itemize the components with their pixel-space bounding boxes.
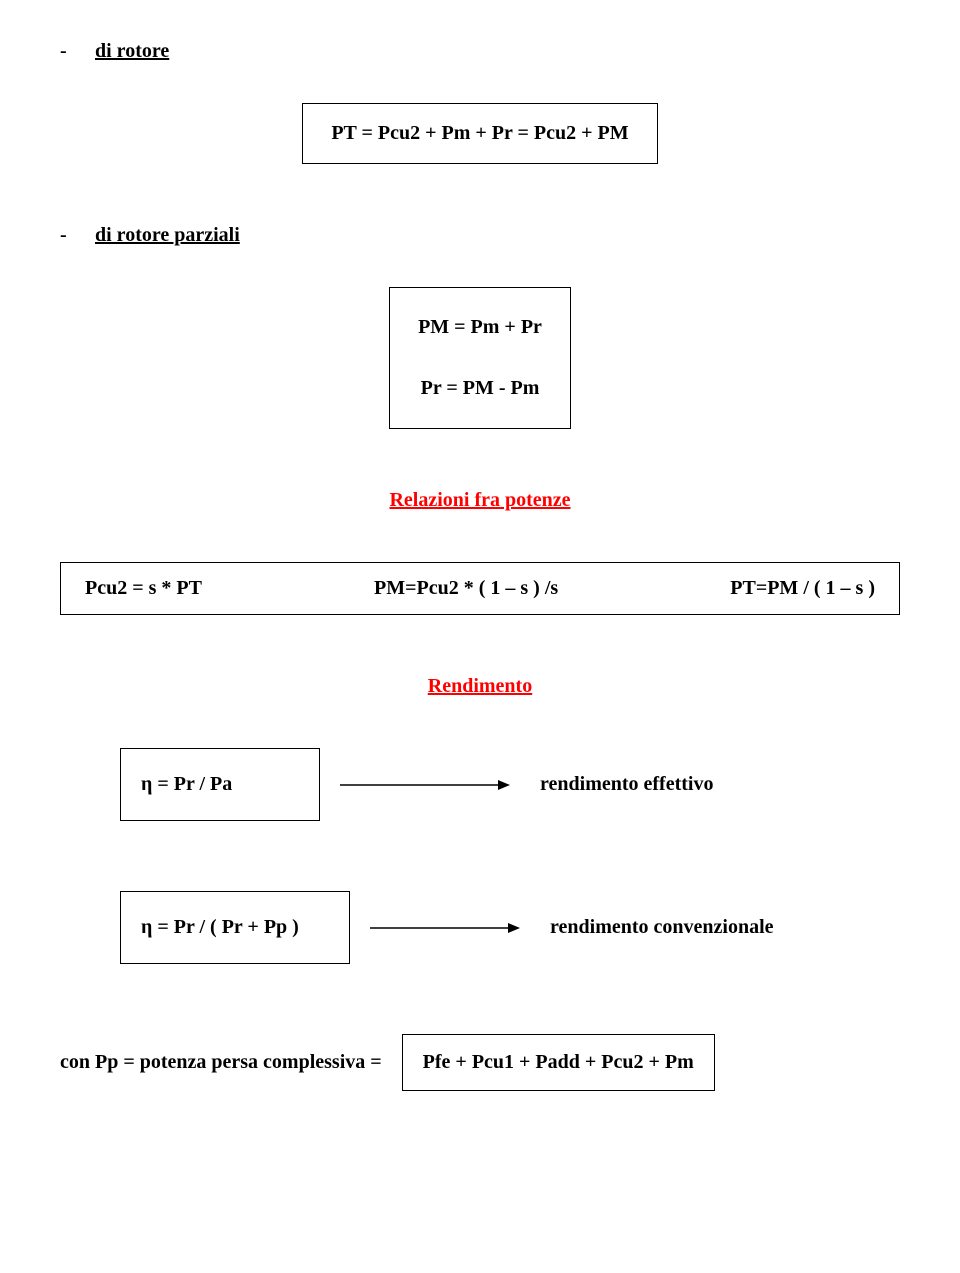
bullet-label-1: di rotore — [95, 40, 169, 62]
section-title-rendimento: Rendimento — [60, 675, 900, 698]
formula-pt: PT = Pcu2 + Pm + Pr = Pcu2 + PM — [331, 122, 628, 144]
yield-row-convenzionale: η = Pr / ( Pr + Pp ) rendimento convenzi… — [120, 891, 840, 964]
formula-pm: PM = Pm + Pr — [418, 316, 542, 339]
bullet-label-2: di rotore parziali — [95, 224, 240, 246]
formula-box-conv: η = Pr / ( Pr + Pp ) — [120, 891, 350, 964]
final-formula: Pfe + Pcu1 + Padd + Pcu2 + Pm — [423, 1051, 694, 1073]
formula-box-eff: η = Pr / Pa — [120, 748, 320, 821]
bullet-di-rotore: - di rotore — [60, 40, 900, 63]
final-line: con Pp = potenza persa complessiva = Pfe… — [60, 1034, 900, 1091]
section-title-relazioni: Relazioni fra potenze — [60, 489, 900, 512]
relation-formula-1: Pcu2 = s * PT — [85, 577, 202, 600]
relation-formula-2: PM=Pcu2 * ( 1 – s ) /s — [374, 577, 558, 600]
bullet-di-rotore-parziali: - di rotore parziali — [60, 224, 900, 247]
formula-box-pm-pr: PM = Pm + Pr Pr = PM - Pm — [389, 287, 571, 429]
dash-icon: - — [60, 40, 90, 63]
final-box: Pfe + Pcu1 + Padd + Pcu2 + Pm — [402, 1034, 715, 1091]
label-eff: rendimento effettivo — [530, 773, 840, 796]
yield-row-effettivo: η = Pr / Pa rendimento effettivo — [120, 748, 840, 821]
relations-box: Pcu2 = s * PT PM=Pcu2 * ( 1 – s ) /s PT=… — [60, 562, 900, 615]
formula-pr: Pr = PM - Pm — [418, 377, 542, 400]
formula-conv: η = Pr / ( Pr + Pp ) — [141, 916, 299, 938]
relation-formula-3: PT=PM / ( 1 – s ) — [730, 577, 875, 600]
label-conv: rendimento convenzionale — [540, 916, 840, 939]
arrow-icon — [370, 918, 520, 938]
final-prefix: con Pp = potenza persa complessiva = — [60, 1051, 382, 1074]
arrow-icon — [340, 775, 510, 795]
formula-box-pt: PT = Pcu2 + Pm + Pr = Pcu2 + PM — [302, 103, 657, 164]
dash-icon: - — [60, 224, 90, 247]
formula-eff: η = Pr / Pa — [141, 773, 232, 795]
